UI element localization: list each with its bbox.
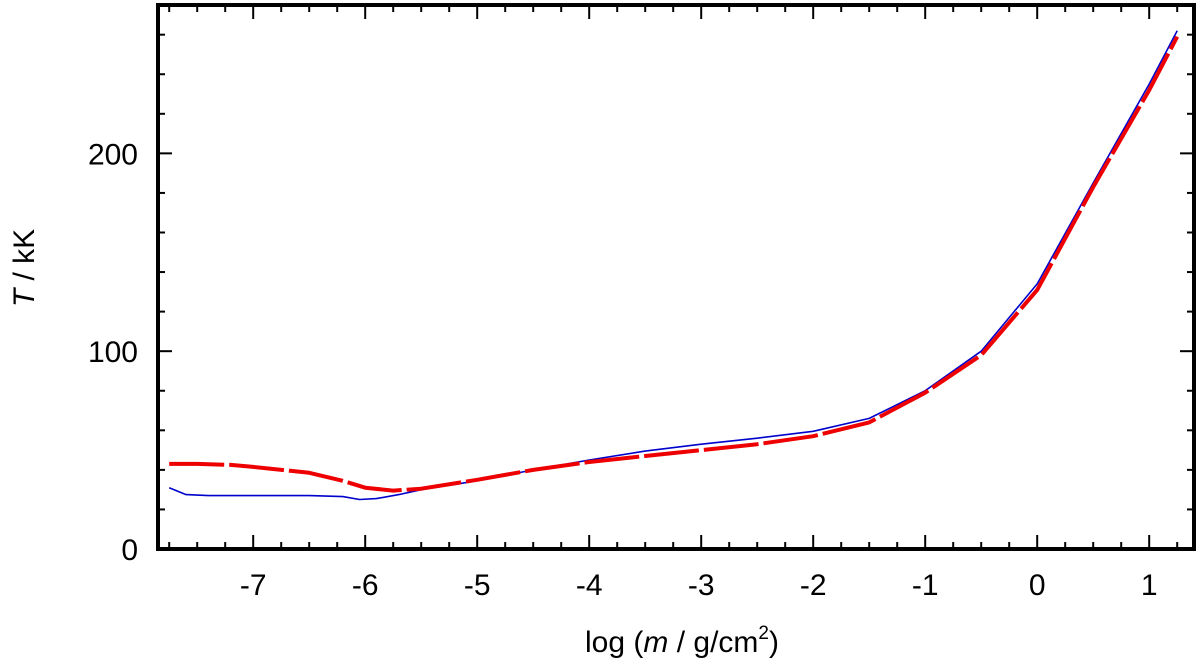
x-tick-label: -5 — [464, 569, 491, 602]
x-tick-label: 1 — [1141, 569, 1158, 602]
x-axis-label-suffix: ) — [769, 626, 779, 659]
x-axis-label-prefix: log ( — [585, 626, 643, 659]
y-tick-label: 100 — [88, 336, 138, 369]
y-tick-label: 0 — [121, 534, 138, 567]
y-axis-label-unit: / kK — [8, 229, 41, 289]
x-tick-label: -3 — [688, 569, 715, 602]
tick-labels-layer: -7 -6 -5 -4 -3 -2 -1 0 1 0 100 200 — [88, 138, 1158, 602]
plot-frame — [156, 3, 1196, 551]
ticks-layer — [158, 5, 1194, 550]
x-tick-label: -7 — [240, 569, 267, 602]
y-axis-label-variable: T — [8, 286, 41, 307]
x-axis-label-variable: m — [643, 626, 668, 659]
x-axis-label-superscript: 2 — [758, 623, 769, 644]
x-axis-label-unit: / g/cm — [668, 626, 758, 659]
x-tick-label: -2 — [800, 569, 827, 602]
x-tick-label: 0 — [1029, 569, 1046, 602]
x-tick-label: -6 — [352, 569, 379, 602]
x-tick-label: -4 — [576, 569, 603, 602]
series-line-2 — [169, 35, 1179, 493]
y-axis-label: T / kK — [8, 229, 41, 307]
x-tick-label: -1 — [912, 569, 939, 602]
x-axis-label: log (m / g/cm2) — [585, 623, 779, 659]
series-layer — [168, 30, 1179, 501]
y-tick-label: 200 — [88, 138, 138, 171]
series-line-1 — [168, 30, 1178, 501]
